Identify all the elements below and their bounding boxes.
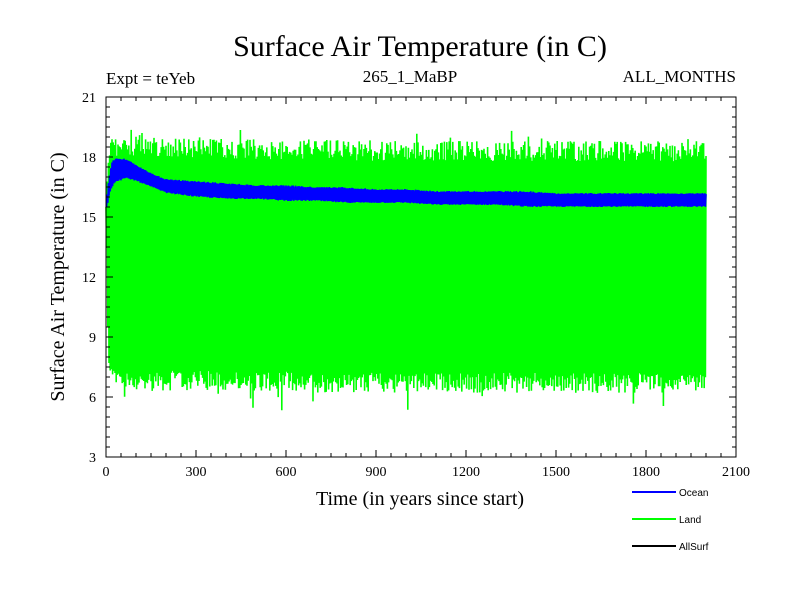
series-line-land bbox=[105, 129, 707, 411]
y-tick-label: 9 bbox=[89, 331, 96, 346]
plot-area bbox=[105, 129, 707, 411]
x-tick-label: 600 bbox=[276, 465, 297, 480]
y-tick-label: 6 bbox=[89, 391, 96, 406]
x-tick-label: 1800 bbox=[632, 465, 660, 480]
y-axis: 3 6 9 12 15 18 21 bbox=[82, 91, 736, 466]
subtitle-center: 265_1_MaBP bbox=[363, 67, 457, 86]
x-tick-label: 1500 bbox=[542, 465, 570, 480]
series-line-ocean bbox=[105, 158, 707, 208]
x-tick-label: 2100 bbox=[722, 465, 750, 480]
subtitle-right: ALL_MONTHS bbox=[623, 67, 736, 86]
y-tick-label: 18 bbox=[82, 151, 96, 166]
y-tick-label: 21 bbox=[82, 91, 96, 106]
legend-label-ocean: Ocean bbox=[679, 488, 708, 499]
x-tick-label: 1200 bbox=[452, 465, 480, 480]
legend: Ocean Land AllSurf bbox=[632, 488, 709, 553]
x-axis-label: Time (in years since start) bbox=[316, 488, 524, 510]
legend-label-allsurf: AllSurf bbox=[679, 542, 709, 553]
y-tick-label: 3 bbox=[89, 451, 96, 466]
x-tick-label: 900 bbox=[366, 465, 387, 480]
y-axis-label: Surface Air Temperature (in C) bbox=[47, 152, 69, 401]
chart-title: Surface Air Temperature (in C) bbox=[233, 30, 607, 63]
subtitle-left: Expt = teYeb bbox=[106, 69, 195, 88]
y-tick-label: 15 bbox=[82, 211, 96, 226]
y-tick-label: 12 bbox=[82, 271, 96, 286]
x-tick-label: 300 bbox=[186, 465, 207, 480]
legend-label-land: Land bbox=[679, 515, 701, 526]
x-axis: 0 300 600 900 1200 1500 1800 2100 bbox=[103, 97, 750, 480]
x-tick-label: 0 bbox=[103, 465, 110, 480]
